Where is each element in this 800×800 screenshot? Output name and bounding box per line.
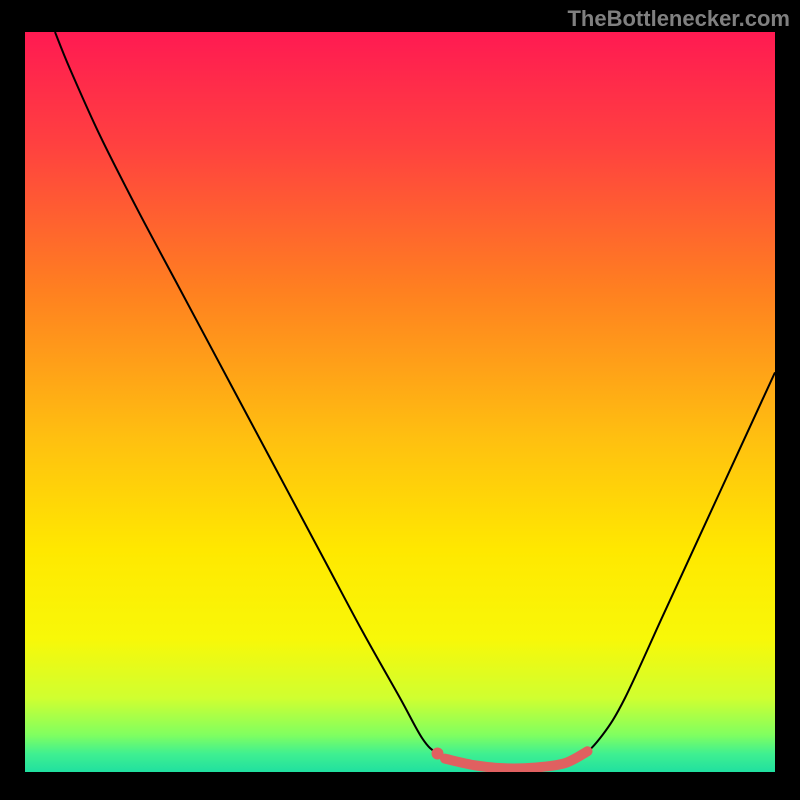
current-position-marker	[432, 748, 444, 760]
plot-area	[25, 32, 775, 772]
watermark-text: TheBottlenecker.com	[567, 6, 790, 32]
gradient-background	[25, 32, 775, 772]
chart-container: TheBottlenecker.com	[0, 0, 800, 800]
chart-svg	[25, 32, 775, 772]
